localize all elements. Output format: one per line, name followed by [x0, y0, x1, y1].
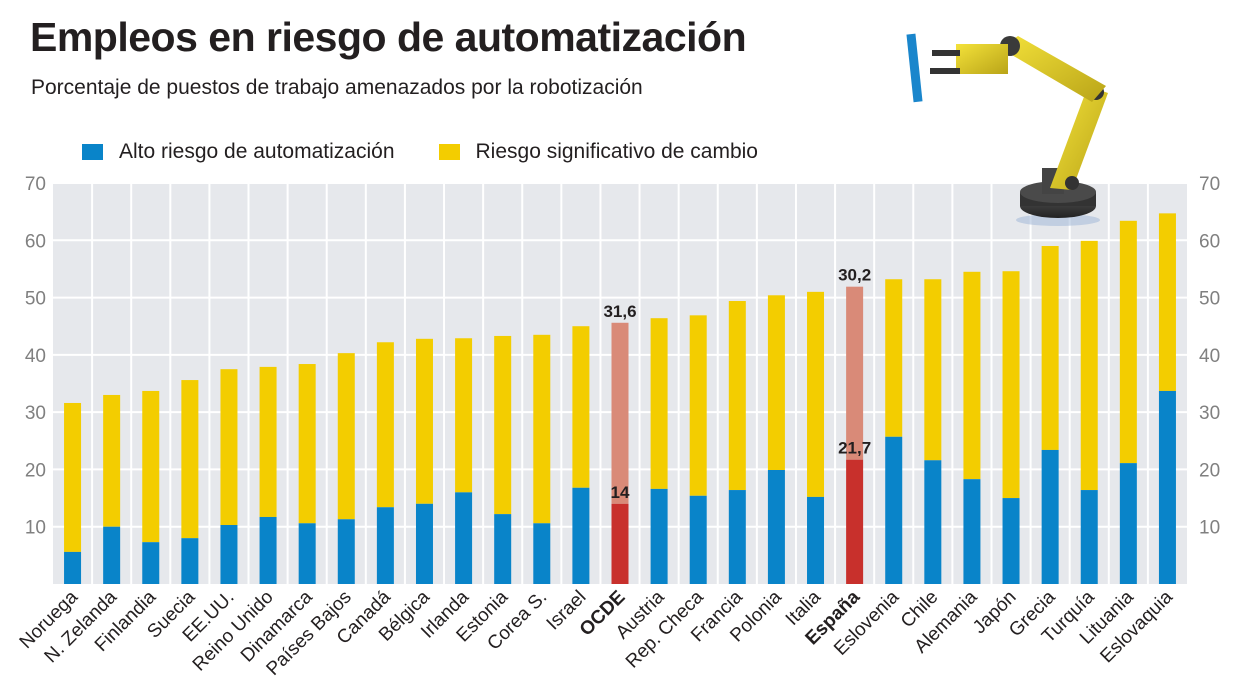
bar-high-risk [494, 514, 512, 584]
bar-high-risk [728, 490, 746, 584]
bar-significant-change [611, 322, 629, 504]
bar-high-risk [1002, 498, 1020, 584]
y-tick-label-right: 10 [1199, 518, 1220, 539]
bar-high-risk [924, 460, 942, 584]
bar-significant-change [103, 394, 121, 527]
bar-high-risk [611, 503, 629, 584]
bar-significant-change [572, 326, 590, 488]
bar-high-risk [298, 523, 316, 584]
bar-high-risk [259, 516, 277, 584]
bar-high-risk [142, 542, 160, 584]
y-tick-label-left: 50 [25, 289, 46, 310]
bar-significant-change [1080, 240, 1098, 491]
bar-significant-change [846, 286, 864, 460]
bar-significant-change [142, 390, 160, 543]
bar-significant-change [298, 364, 316, 524]
bar-significant-change [728, 301, 746, 491]
bar-significant-change [337, 353, 355, 520]
bar-significant-change [64, 402, 82, 552]
y-tick-label-right: 70 [1199, 174, 1220, 195]
chart-title: Empleos en riesgo de automatización [30, 14, 747, 60]
y-tick-label-left: 20 [25, 460, 46, 481]
bar-significant-change [1158, 213, 1176, 391]
bar-high-risk [64, 551, 82, 584]
bar-high-risk [1041, 449, 1059, 584]
y-tick-label-left: 70 [25, 174, 46, 195]
bar-significant-change [807, 291, 825, 497]
y-tick-label-right: 20 [1199, 460, 1220, 481]
chart-subtitle: Porcentaje de puestos de trabajo amenaza… [31, 76, 643, 99]
bar-significant-change [376, 342, 394, 508]
bar-significant-change [650, 318, 668, 489]
bar-high-risk [533, 523, 551, 584]
bar-significant-change [494, 335, 512, 515]
y-tick-label-left: 10 [25, 518, 46, 539]
y-tick-label-left: 60 [25, 231, 46, 252]
y-tick-label-right: 40 [1199, 346, 1220, 367]
bar-significant-change [767, 295, 785, 471]
bar-significant-change [885, 279, 903, 437]
bar-high-risk [181, 538, 199, 584]
legend: Alto riesgo de automatización Riesgo sig… [82, 140, 802, 164]
legend-swatch-high-risk [82, 144, 103, 160]
bar-significant-change [963, 271, 981, 480]
legend-item-high-risk: Alto riesgo de automatización [82, 140, 395, 164]
bar-significant-change [220, 369, 238, 525]
bar-high-risk [689, 495, 707, 584]
legend-label-high-risk: Alto riesgo de automatización [119, 140, 395, 163]
bar-significant-change [415, 338, 433, 504]
bar-high-risk [455, 492, 473, 584]
bar-high-risk [572, 487, 590, 584]
y-tick-label-left: 40 [25, 346, 46, 367]
data-label: 31,6 [603, 302, 636, 321]
bar-significant-change [689, 315, 707, 496]
bar-high-risk [1119, 463, 1137, 584]
bar-high-risk [846, 459, 864, 584]
bar-high-risk [1080, 490, 1098, 584]
y-tick-label-right: 30 [1199, 403, 1220, 424]
legend-item-significant-change: Riesgo significativo de cambio [438, 140, 758, 164]
bar-significant-change [455, 338, 473, 493]
bar-high-risk [337, 519, 355, 584]
bar-significant-change [1002, 271, 1020, 499]
bar-high-risk [650, 488, 668, 584]
bar-significant-change [1119, 220, 1137, 464]
bar-significant-change [259, 366, 277, 517]
y-tick-label-left: 30 [25, 403, 46, 424]
bar-high-risk [885, 436, 903, 584]
bar-high-risk [220, 524, 238, 584]
legend-label-significant-change: Riesgo significativo de cambio [475, 140, 758, 163]
robot-arm-icon [906, 33, 1108, 226]
bar-significant-change [181, 380, 199, 539]
bar-high-risk [103, 526, 121, 584]
bar-significant-change [1041, 246, 1059, 450]
data-label: 14 [611, 483, 630, 502]
bar-significant-change [533, 334, 551, 524]
bar-high-risk [415, 503, 433, 584]
bar-high-risk [767, 470, 785, 584]
y-tick-label-right: 60 [1199, 231, 1220, 252]
bar-high-risk [807, 496, 825, 584]
y-tick-label-right: 50 [1199, 289, 1220, 310]
legend-swatch-significant-change [438, 144, 460, 160]
data-label: 30,2 [838, 266, 871, 285]
bar-high-risk [1158, 390, 1176, 584]
bar-high-risk [376, 507, 394, 584]
bar-significant-change [924, 279, 942, 461]
data-label: 21,7 [838, 439, 871, 458]
bar-high-risk [963, 479, 981, 584]
